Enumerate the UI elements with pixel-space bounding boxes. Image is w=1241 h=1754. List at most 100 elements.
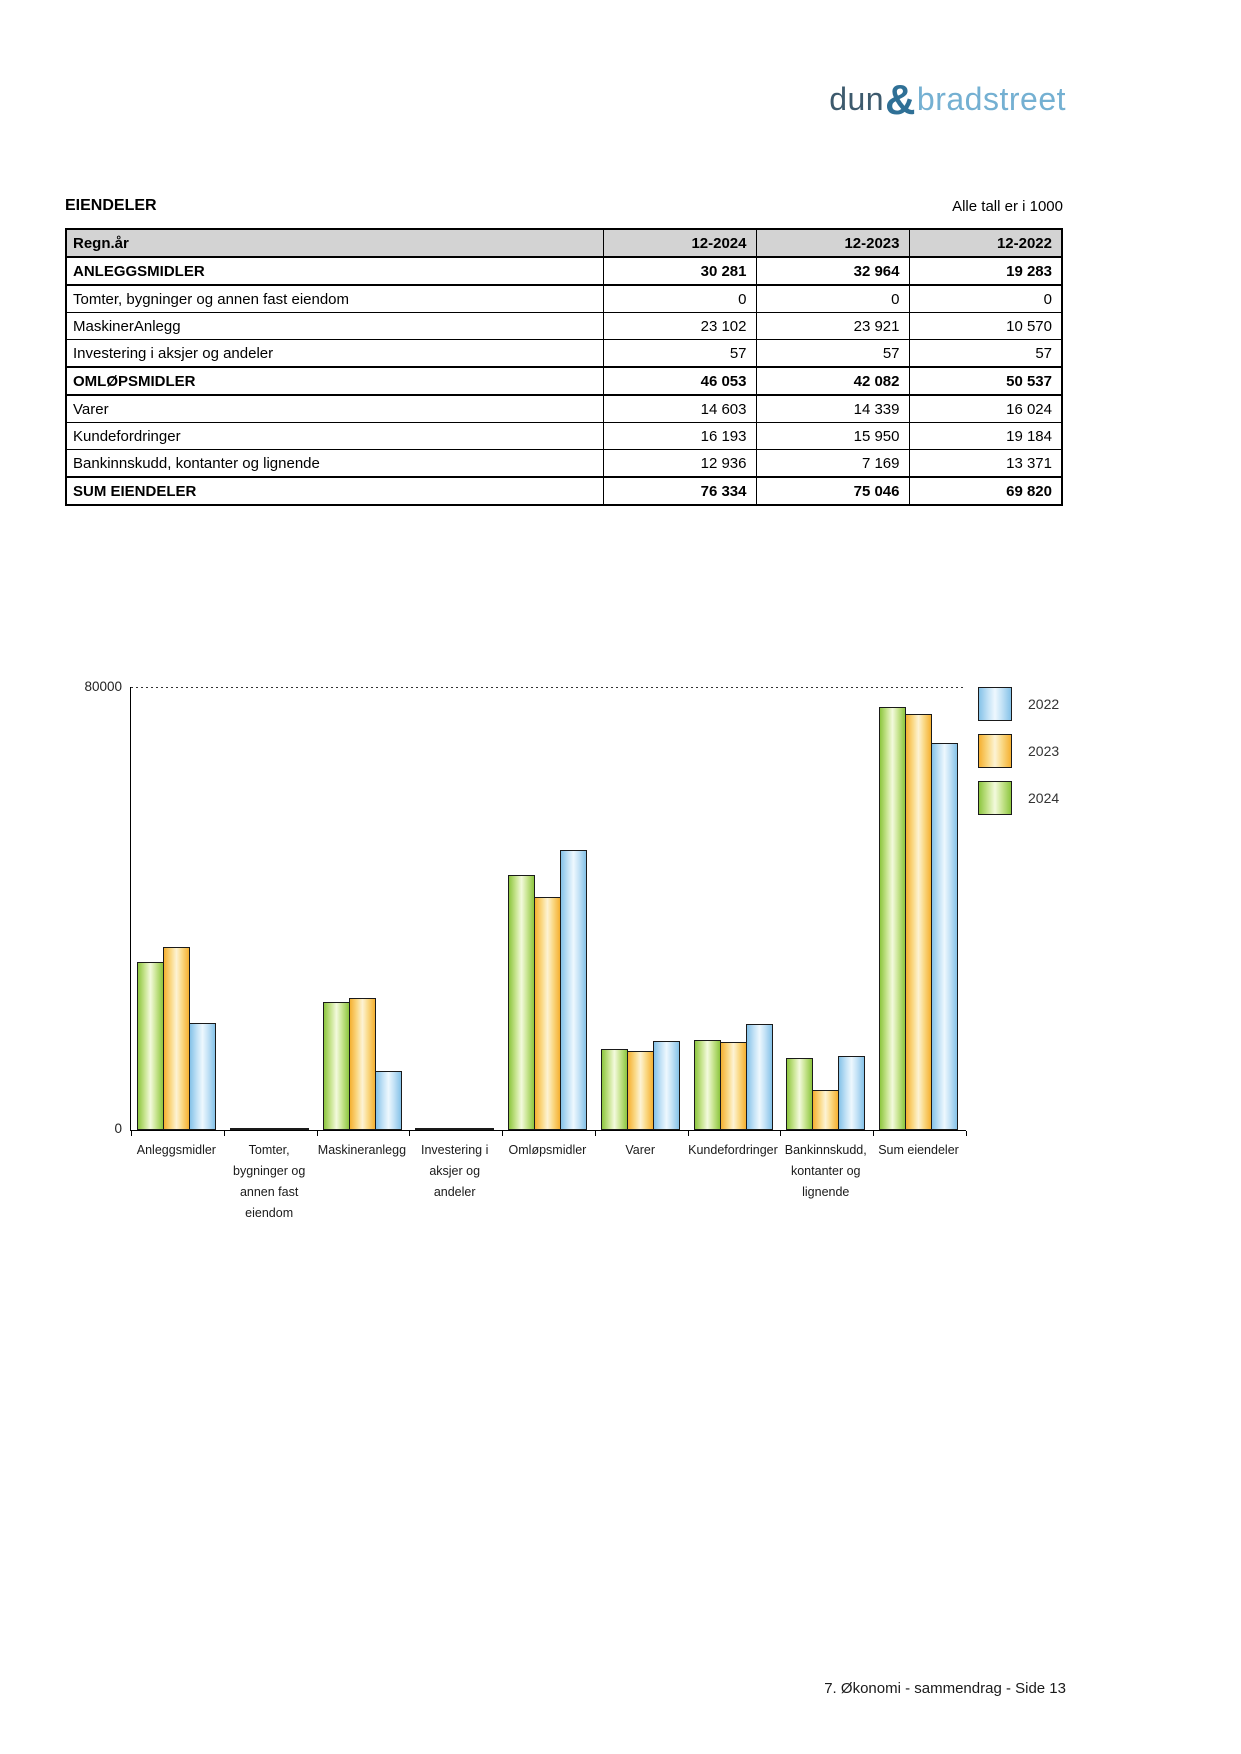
bar-2023 <box>255 1128 283 1130</box>
table-row: Varer 14 603 14 339 16 024 <box>65 394 1063 423</box>
x-axis-label: Anleggsmidler <box>136 1143 216 1157</box>
row-value: 10 570 <box>908 312 1063 340</box>
bar-group <box>693 1024 773 1130</box>
bar-2022 <box>189 1023 216 1130</box>
x-axis-label: Varer <box>625 1143 656 1157</box>
bar-2023 <box>812 1090 840 1130</box>
legend-item: 2024 <box>978 781 1059 815</box>
bar-2022 <box>467 1128 495 1130</box>
row-value: 14 603 <box>602 394 757 423</box>
column-header: 12-2022 <box>908 228 1063 258</box>
row-value: 0 <box>602 284 757 313</box>
bar-2022 <box>931 743 959 1130</box>
x-axis-tick <box>409 1131 411 1136</box>
row-value: 14 339 <box>755 394 910 423</box>
legend-label: 2023 <box>1028 743 1060 759</box>
bar-2022 <box>652 1041 680 1130</box>
logo-ampersand-icon: & <box>885 76 916 123</box>
row-value: 16 193 <box>602 422 757 450</box>
row-value: 50 537 <box>908 366 1063 396</box>
column-header: Regn.år <box>65 228 604 258</box>
x-axis-tick <box>780 1131 782 1136</box>
row-value: 57 <box>908 339 1063 368</box>
legend-swatch-icon <box>978 781 1012 815</box>
x-axis-label: Maskineranlegg <box>317 1143 407 1157</box>
row-value: 0 <box>755 284 910 313</box>
logo-text-dun: dun <box>829 81 885 117</box>
section-title: EIENDELER <box>65 197 157 214</box>
page-footer: 7. Økonomi - sammendrag - Side 13 <box>824 1680 1066 1697</box>
assets-bar-chart: 80000 0 Anleggsmidler Tomter, bygninger o… <box>72 679 1172 1240</box>
y-axis-max-label: 80000 <box>84 679 122 694</box>
bar-2024 <box>508 875 536 1130</box>
table-row: ANLEGGSMIDLER 30 281 32 964 19 283 <box>65 256 1063 286</box>
row-value: 13 371 <box>908 449 1063 478</box>
bar-group <box>600 1041 680 1130</box>
financial-table: Regn.år 12-2024 12-2023 12-2022 ANLEGGSMIDL… <box>65 228 1063 506</box>
bar-group <box>322 998 402 1130</box>
x-axis-tick <box>873 1131 875 1136</box>
row-value: 23 921 <box>755 312 910 340</box>
x-axis-tick <box>687 1131 689 1136</box>
table-row: SUM EIENDELER 76 334 75 046 69 820 <box>65 476 1063 506</box>
row-value: 19 283 <box>908 256 1063 286</box>
row-value: 7 169 <box>755 449 910 478</box>
bar-2023 <box>905 714 933 1130</box>
row-label: OMLØPSMIDLER <box>65 366 604 396</box>
table-body: ANLEGGSMIDLER 30 281 32 964 19 283 Tomter, b… <box>65 256 1063 506</box>
bar-2024 <box>415 1128 443 1130</box>
legend-item: 2023 <box>978 734 1059 768</box>
row-value: 19 184 <box>908 422 1063 450</box>
bar-group <box>415 1128 495 1130</box>
x-axis-label: Kundefordringer <box>688 1143 778 1157</box>
x-axis-tick <box>966 1131 967 1136</box>
bar-2024 <box>693 1040 721 1130</box>
row-label: Investering i aksjer og andeler <box>65 339 604 368</box>
bar-group <box>229 1128 309 1130</box>
row-label: Bankinnskudd, kontanter og lignende <box>65 449 604 478</box>
bar-group <box>137 947 216 1130</box>
chart-plot <box>130 687 967 1136</box>
row-value: 12 936 <box>602 449 757 478</box>
legend-label: 2022 <box>1028 696 1060 712</box>
table-row: Investering i aksjer og andeler 57 57 57 <box>65 339 1063 368</box>
table-row: OMLØPSMIDLER 46 053 42 082 50 537 <box>65 366 1063 396</box>
legend-swatch-icon <box>978 687 1012 721</box>
bar-2023 <box>719 1042 747 1130</box>
row-label: Tomter, bygninger og annen fast eiendom <box>65 284 604 313</box>
row-label: SUM EIENDELER <box>65 476 604 506</box>
legend-swatch-icon <box>978 734 1012 768</box>
chart-legend: 2022 2023 2024 <box>978 687 1059 828</box>
row-value: 32 964 <box>755 256 910 286</box>
x-axis-tick <box>594 1131 596 1136</box>
x-axis-label: Bankinnskudd, kontanter og lignende <box>784 1143 867 1199</box>
row-value: 76 334 <box>602 476 757 506</box>
units-note: Alle tall er i 1000 <box>952 198 1063 215</box>
table-row: Kundefordringer 16 193 15 950 19 184 <box>65 422 1063 450</box>
bar-2023 <box>534 897 562 1130</box>
x-axis-tick <box>223 1131 225 1136</box>
bar-2024 <box>879 707 907 1130</box>
x-axis-labels: Anleggsmidler Tomter, bygninger og annen … <box>130 1140 965 1224</box>
bar-2024 <box>786 1058 814 1130</box>
row-value: 23 102 <box>602 312 757 340</box>
bar-2024 <box>600 1049 628 1130</box>
x-axis-label: Investering i aksjer og andeler <box>420 1143 489 1199</box>
bar-2022 <box>374 1071 402 1130</box>
x-axis-tick <box>131 1131 132 1136</box>
bar-2022 <box>838 1056 866 1130</box>
row-value: 42 082 <box>755 366 910 396</box>
dun-and-bradstreet-logo: dun&bradstreet <box>0 72 1066 123</box>
bar-group <box>508 850 588 1130</box>
bar-2023 <box>163 947 190 1130</box>
logo-text-bradstreet: bradstreet <box>916 81 1066 117</box>
bar-2023 <box>626 1051 654 1130</box>
bar-2023 <box>348 998 376 1130</box>
row-value: 57 <box>602 339 757 368</box>
table-row: Bankinnskudd, kontanter og lignende 12 93… <box>65 449 1063 478</box>
bar-2023 <box>441 1128 469 1130</box>
row-label: ANLEGGSMIDLER <box>65 256 604 286</box>
x-axis-tick <box>316 1131 318 1136</box>
bar-2024 <box>322 1002 350 1130</box>
